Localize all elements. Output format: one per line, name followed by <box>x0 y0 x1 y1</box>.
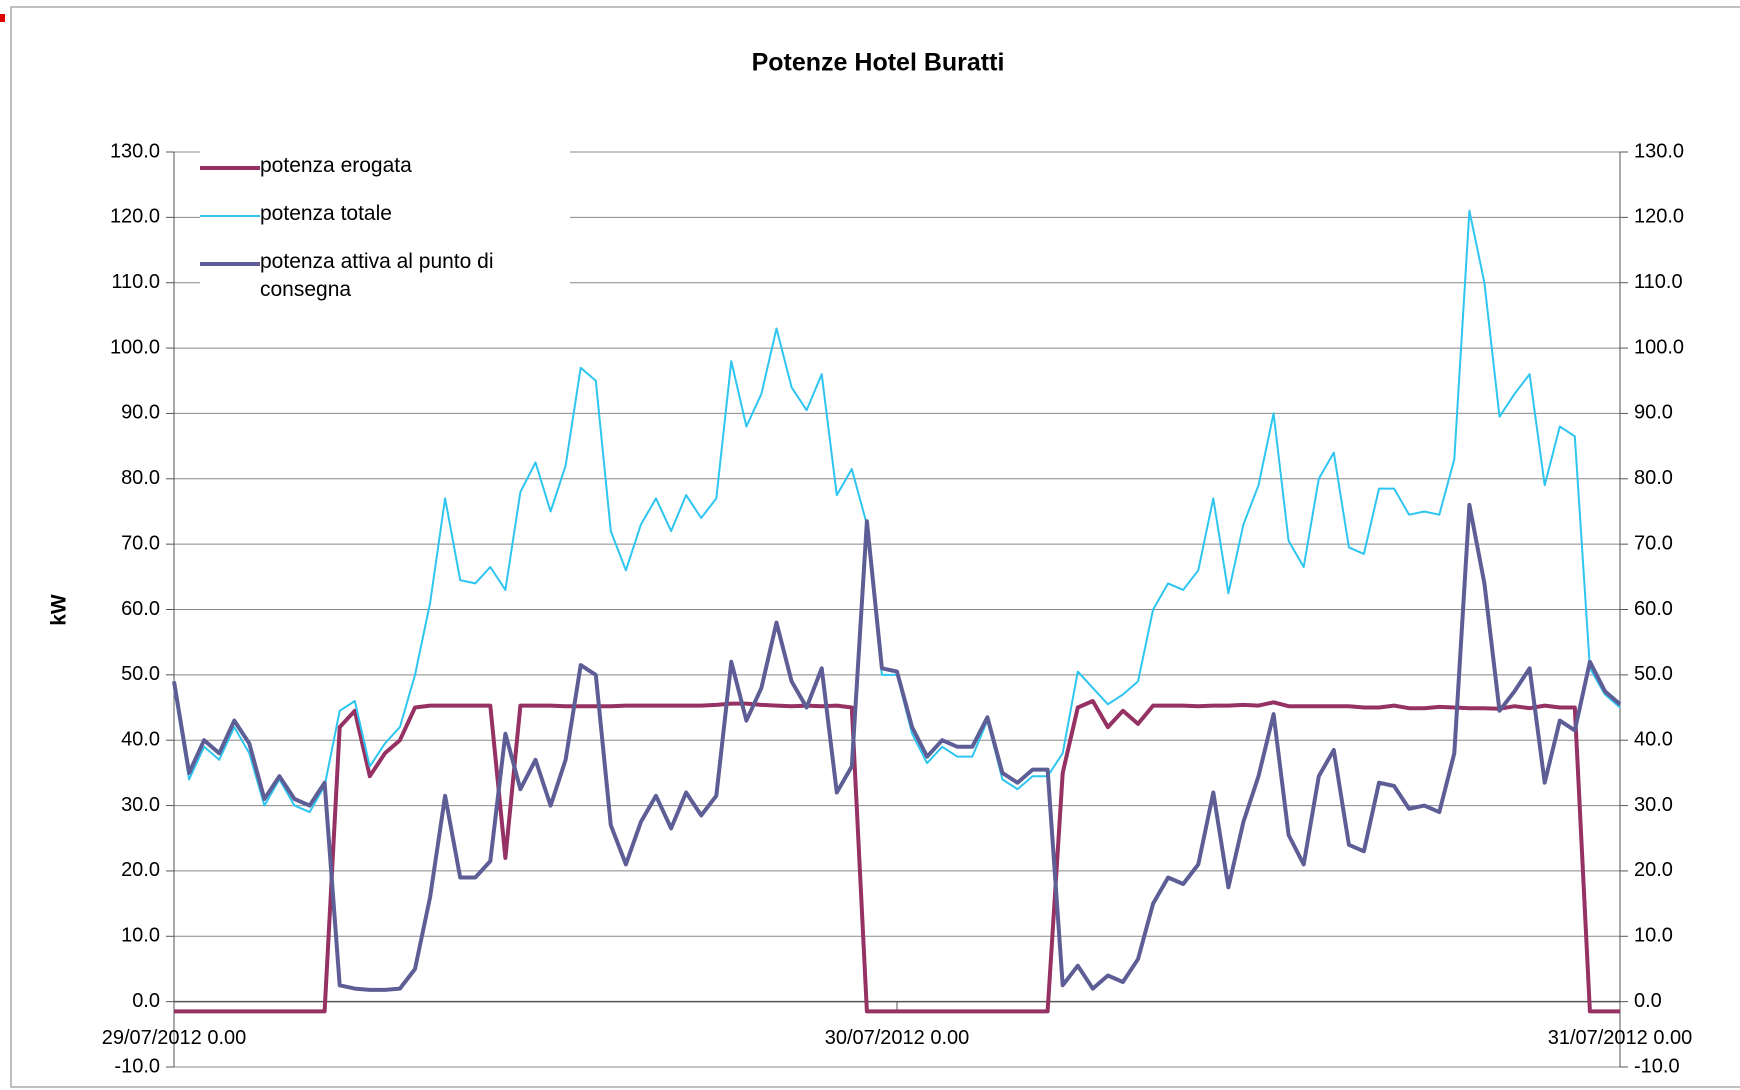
y2-tick-label: 100.0 <box>1634 336 1684 358</box>
x-tick-label: 29/07/2012 0.00 <box>102 1027 247 1049</box>
chart-title: Potenze Hotel Buratti <box>752 49 1005 77</box>
y-axis-label: kW <box>48 594 71 626</box>
y2-tick-label: 0.0 <box>1634 990 1662 1012</box>
legend: potenza erogata potenza totale potenza att… <box>200 140 570 328</box>
y-tick-label: -10.0 <box>114 1055 160 1077</box>
legend-label: potenza erogata <box>260 154 412 177</box>
y-tick-label: 80.0 <box>121 467 160 489</box>
legend-item: potenza attiva al punto di consegna <box>200 248 570 304</box>
y2-tick-label: 80.0 <box>1634 467 1673 489</box>
corner-mark <box>0 14 5 22</box>
series-line <box>172 502 1622 992</box>
legend-item: potenza erogata <box>200 152 570 180</box>
x-tick-label: 30/07/2012 0.00 <box>825 1027 970 1049</box>
y-tick-label: 40.0 <box>121 728 160 750</box>
frame <box>10 6 1740 1088</box>
x-tick-label: 31/07/2012 0.00 <box>1548 1027 1693 1049</box>
y2-tick-label: 30.0 <box>1634 794 1673 816</box>
y2-tick-label: -10.0 <box>1634 1055 1680 1077</box>
y2-tick-label: 70.0 <box>1634 532 1673 554</box>
y-tick-label: 0.0 <box>132 990 160 1012</box>
series-line <box>174 699 1620 1014</box>
legend-swatch <box>200 262 260 266</box>
y2-tick-label: 90.0 <box>1634 402 1673 424</box>
y2-tick-label: 130.0 <box>1634 140 1684 162</box>
y2-tick-label: 120.0 <box>1634 206 1684 228</box>
legend-swatch <box>200 215 260 217</box>
y-tick-label: 90.0 <box>121 402 160 424</box>
y-tick-label: 100.0 <box>110 336 160 358</box>
y-tick-label: 10.0 <box>121 925 160 947</box>
y-tick-label: 20.0 <box>121 859 160 881</box>
y-tick-label: 50.0 <box>121 663 160 685</box>
y-tick-label: 60.0 <box>121 598 160 620</box>
legend-swatch <box>200 166 260 170</box>
y2-tick-label: 10.0 <box>1634 925 1673 947</box>
y2-tick-label: 110.0 <box>1634 271 1683 293</box>
y2-tick-label: 20.0 <box>1634 859 1673 881</box>
legend-label: potenza attiva al punto di consegna <box>260 250 494 301</box>
y2-tick-label: 60.0 <box>1634 598 1673 620</box>
legend-label: potenza totale <box>260 202 392 225</box>
y-tick-label: 120.0 <box>110 206 160 228</box>
y-tick-label: 70.0 <box>121 532 160 554</box>
y2-tick-label: 40.0 <box>1634 728 1673 750</box>
legend-item: potenza totale <box>200 200 570 228</box>
y-tick-label: 30.0 <box>121 794 160 816</box>
y-tick-label: 110.0 <box>111 271 160 293</box>
y-tick-label: 130.0 <box>110 140 160 162</box>
y2-tick-label: 50.0 <box>1634 663 1673 685</box>
